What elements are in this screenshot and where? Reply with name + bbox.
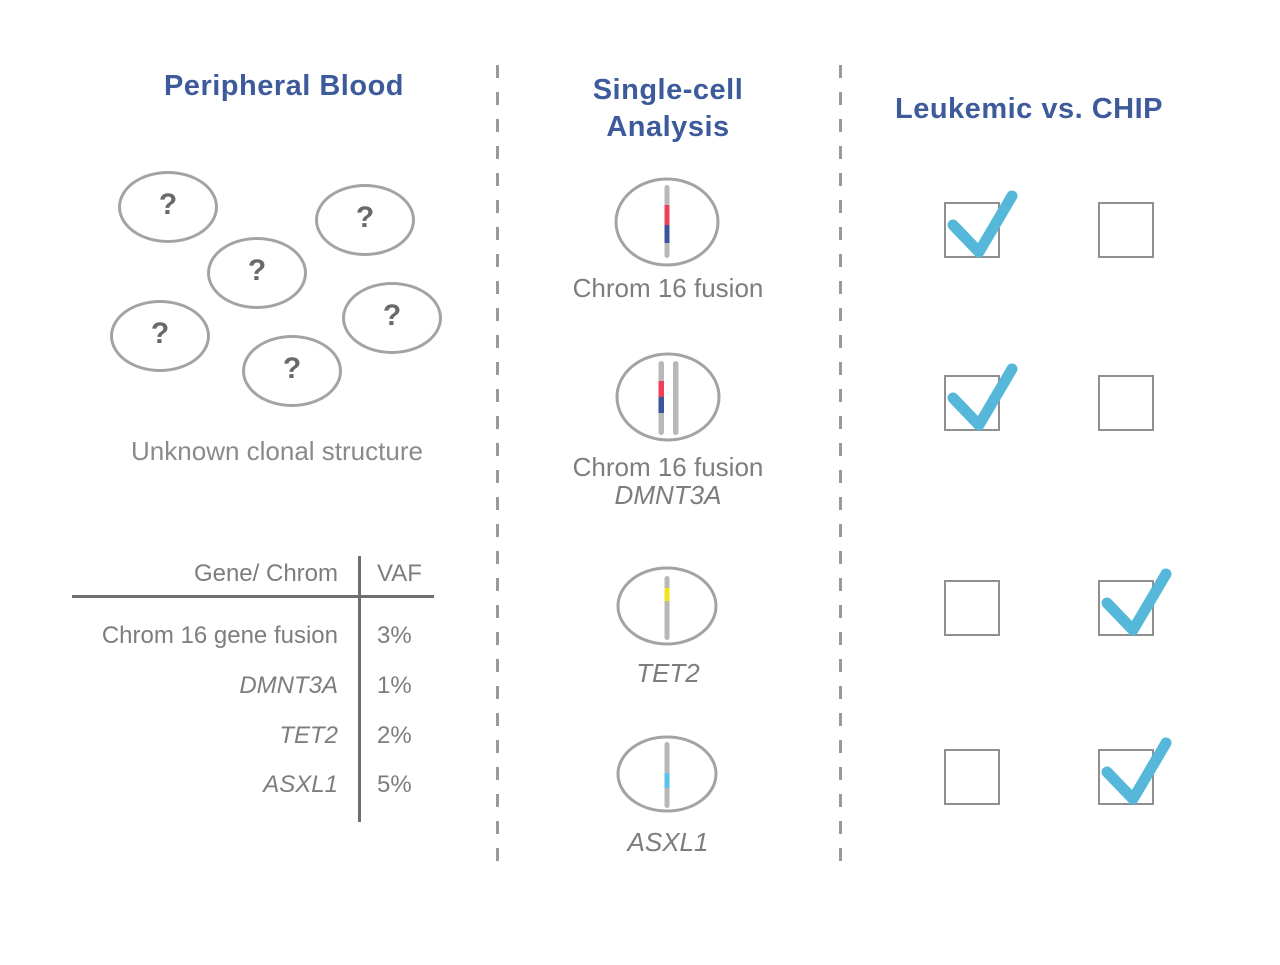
fusion-red-band (664, 205, 670, 225)
table-row-gene: Chrom 16 gene fusion (101, 622, 338, 649)
single-cell-tet2 (616, 566, 718, 646)
checkmark-icon (1101, 568, 1172, 636)
cell-label-tet2: TET2 (636, 658, 700, 688)
divider-right (839, 65, 842, 871)
checkmark-icon (947, 190, 1018, 258)
checkmark-icon (1101, 737, 1172, 805)
single-cell-analysis-title: Single-cell Analysis (518, 72, 818, 146)
title-line-2: Analysis (606, 111, 730, 143)
question-mark: ? (382, 299, 402, 332)
chip-checkbox-row2[interactable] (1098, 375, 1154, 431)
leukemic-checkbox-row1[interactable] (944, 190, 1018, 258)
table-header-vaf: VAF (377, 560, 422, 587)
unknown-cell-6: ? (242, 335, 342, 407)
table-vertical-rule (358, 556, 361, 822)
question-mark: ? (158, 188, 178, 221)
single-cell-chrom16-fusion-dmnt3a (615, 352, 721, 442)
unknown-cell-2: ? (315, 184, 415, 256)
chip-checkbox-row3[interactable] (1098, 568, 1172, 636)
unknown-cell-1: ? (118, 171, 218, 243)
divider-left (496, 65, 499, 871)
table-row-gene: TET2 (279, 722, 338, 749)
chromosome-bar (664, 576, 670, 640)
table-row-gene: DMNT3A (239, 672, 338, 699)
unknown-cell-5: ? (342, 282, 442, 354)
question-mark: ? (247, 254, 267, 287)
table-header-gene-chrom: Gene/ Chrom (193, 560, 338, 587)
table-row-vaf: 5% (377, 771, 412, 798)
cell-membrane (615, 352, 721, 442)
table-row-vaf: 2% (377, 722, 412, 749)
table-row-gene: ASXL1 (263, 771, 338, 798)
leukemic-checkbox-row3[interactable] (944, 580, 1000, 636)
asxl1-cyan-band (664, 773, 670, 788)
unknown-cell-3: ? (207, 237, 307, 309)
fusion-red-band (658, 381, 664, 397)
cell-label-chrom16-fusion: Chrom 16 fusion (572, 452, 764, 482)
cell-label-dmnt3a: DMNT3A (614, 480, 722, 510)
chip-checkbox-row4[interactable] (1098, 737, 1172, 805)
question-mark: ? (150, 317, 170, 350)
question-mark: ? (355, 201, 375, 234)
unknown-clonal-structure-caption: Unknown clonal structure (131, 436, 423, 466)
table-horizontal-rule (72, 595, 434, 598)
title-line-1: Single-cell (592, 74, 744, 106)
table-row-vaf: 3% (377, 622, 412, 649)
tet2-yellow-band (664, 588, 670, 601)
leukemic-vs-chip-title: Leukemic vs. CHIP (895, 93, 1163, 125)
checkmark-icon (947, 363, 1018, 431)
chromosome-bar (673, 361, 679, 435)
single-cell-chrom16-fusion (614, 177, 720, 267)
question-mark: ? (282, 352, 302, 385)
peripheral-blood-title: Peripheral Blood (163, 70, 405, 102)
leukemic-checkbox-row4[interactable] (944, 749, 1000, 805)
unknown-cell-4: ? (110, 300, 210, 372)
cell-label-chrom16-fusion: Chrom 16 fusion (572, 273, 764, 303)
fusion-blue-band (658, 397, 664, 413)
leukemic-checkbox-row2[interactable] (944, 363, 1018, 431)
single-cell-asxl1 (616, 735, 718, 813)
chip-checkbox-row1[interactable] (1098, 202, 1154, 258)
cell-label-asxl1: ASXL1 (627, 827, 709, 857)
fusion-blue-band (664, 225, 670, 243)
table-row-vaf: 1% (377, 672, 412, 699)
